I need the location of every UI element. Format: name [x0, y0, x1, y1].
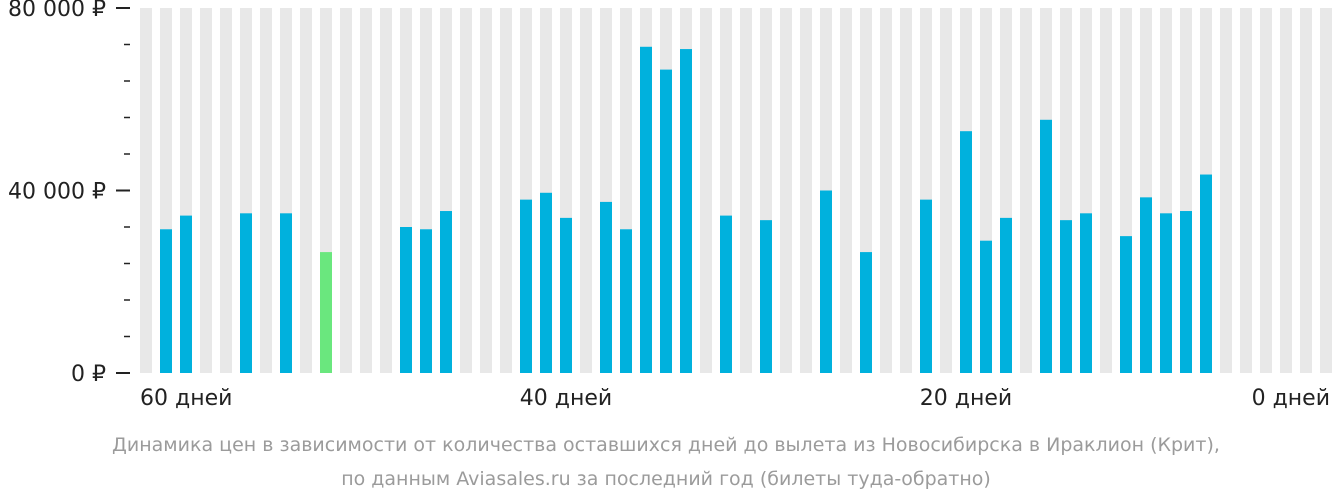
price-bar[interactable]	[280, 213, 292, 373]
background-bar	[940, 8, 952, 373]
background-bar	[360, 8, 372, 373]
background-bar	[1300, 8, 1312, 373]
price-bar[interactable]	[1000, 217, 1012, 373]
price-bar[interactable]	[520, 199, 532, 373]
x-tick-label: 0 дней	[1252, 386, 1330, 411]
background-bar	[1220, 8, 1232, 373]
background-bar	[380, 8, 392, 373]
price-bar[interactable]	[640, 46, 652, 373]
price-bar[interactable]	[160, 229, 172, 373]
price-bar[interactable]	[1080, 213, 1092, 373]
background-bar	[1320, 8, 1332, 373]
background-bar	[460, 8, 472, 373]
background-bar	[580, 8, 592, 373]
price-bar[interactable]	[620, 229, 632, 373]
background-bar	[480, 8, 492, 373]
background-bar	[900, 8, 912, 373]
price-bar[interactable]	[960, 131, 972, 373]
price-bar-lowest[interactable]	[320, 252, 332, 373]
background-bar	[220, 8, 232, 373]
price-bars	[160, 46, 1212, 374]
price-bar[interactable]	[820, 190, 832, 374]
price-bar[interactable]	[400, 227, 412, 373]
background-bar	[1020, 8, 1032, 373]
background-bar	[1100, 8, 1112, 373]
y-tick-label: 80 000 ₽	[8, 0, 106, 22]
background-bar	[140, 8, 152, 373]
y-axis: 80 000 ₽ 40 000 ₽ 0 ₽	[8, 0, 130, 387]
price-bar[interactable]	[1180, 211, 1192, 373]
x-tick-label: 60 дней	[140, 386, 232, 411]
price-bar[interactable]	[760, 220, 772, 373]
price-bar[interactable]	[1200, 174, 1212, 373]
x-tick-label: 20 дней	[920, 386, 1012, 411]
price-bar[interactable]	[1120, 236, 1132, 373]
price-bar[interactable]	[420, 229, 432, 373]
price-dynamics-chart: 80 000 ₽ 40 000 ₽ 0 ₽ 60 дней 40 дней 20 дне…	[8, 0, 1332, 411]
background-bar	[700, 8, 712, 373]
background-bar	[740, 8, 752, 373]
x-tick-label: 40 дней	[520, 386, 612, 411]
price-bar[interactable]	[920, 199, 932, 373]
price-bar[interactable]	[1060, 220, 1072, 373]
background-bar	[1260, 8, 1272, 373]
price-bar[interactable]	[560, 217, 572, 373]
chart-caption: Динамика цен в зависимости от количества…	[0, 428, 1332, 496]
price-bar[interactable]	[860, 252, 872, 373]
price-bar[interactable]	[240, 213, 252, 373]
price-bar[interactable]	[660, 69, 672, 373]
x-axis: 60 дней 40 дней 20 дней 0 дней	[140, 386, 1330, 411]
background-bar	[1280, 8, 1292, 373]
price-bar[interactable]	[720, 215, 732, 373]
background-bar	[300, 8, 312, 373]
background-bar	[780, 8, 792, 373]
caption-line-1: Динамика цен в зависимости от количества…	[112, 434, 1220, 456]
caption-line-2: по данным Aviasales.ru за последний год …	[341, 468, 991, 490]
price-bar[interactable]	[1140, 197, 1152, 373]
background-bar	[340, 8, 352, 373]
background-bar	[800, 8, 812, 373]
price-bar[interactable]	[680, 49, 692, 373]
price-bar[interactable]	[980, 240, 992, 373]
background-bar	[840, 8, 852, 373]
background-bar	[200, 8, 212, 373]
background-bar	[1240, 8, 1252, 373]
price-bar[interactable]	[540, 192, 552, 373]
background-bar	[880, 8, 892, 373]
y-tick-label: 0 ₽	[71, 362, 106, 387]
background-bar	[260, 8, 272, 373]
price-bar[interactable]	[1160, 213, 1172, 373]
price-bar[interactable]	[440, 211, 452, 373]
price-bar[interactable]	[180, 215, 192, 373]
background-bars	[140, 8, 1332, 373]
y-tick-label: 40 000 ₽	[8, 180, 106, 205]
price-bar[interactable]	[1040, 119, 1052, 373]
background-bar	[500, 8, 512, 373]
price-bar[interactable]	[600, 201, 612, 373]
